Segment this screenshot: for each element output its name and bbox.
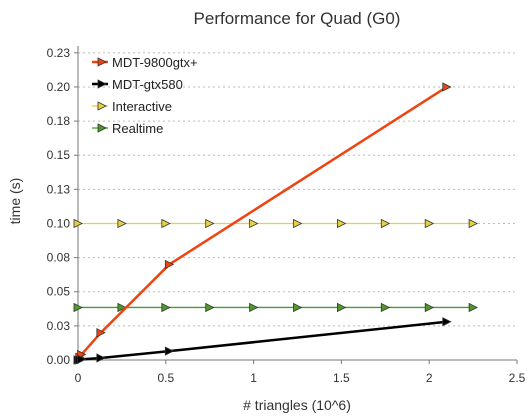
y-tick-label: 0.10: [47, 216, 71, 230]
data-point: [380, 218, 391, 229]
data-point: [164, 259, 175, 270]
y-tick-label: 0.05: [47, 285, 71, 299]
legend-label: MDT-gtx580: [112, 77, 183, 92]
data-point: [205, 302, 215, 313]
series-interactive: [73, 218, 478, 229]
legend-item: MDT-gtx580: [92, 77, 183, 92]
series-line: [78, 320, 447, 362]
data-point: [442, 317, 452, 327]
y-tick-labels: 0.00 0.03 0.05 0.08 0.10 0.13 0.15 0.18 0.20 0.23: [47, 46, 71, 367]
series-mdt-gtx580: [73, 317, 452, 365]
y-tick-label: 0.03: [47, 319, 71, 333]
data-point: [442, 82, 452, 92]
chart-title: Performance for Quad (G0): [194, 9, 401, 28]
y-tick-label: 0.08: [47, 251, 71, 265]
data-point: [73, 302, 83, 313]
y-tick-label: 0.00: [47, 353, 71, 367]
x-tick-labels: 0 0.5 1 1.5 2 2.5: [75, 371, 526, 385]
legend-label: Realtime: [112, 121, 163, 136]
x-tick-label: 0: [75, 371, 82, 385]
x-tick-label: 0.5: [157, 371, 174, 385]
legend-item: Realtime: [92, 121, 163, 136]
legend-marker: [97, 79, 107, 89]
data-point: [164, 346, 175, 356]
data-point: [117, 302, 127, 313]
legend-item: MDT-9800gtx+: [92, 55, 198, 70]
y-tick-label: 0.20: [47, 80, 71, 94]
x-tick-label: 1.5: [333, 371, 350, 385]
y-tick-label: 0.23: [47, 46, 71, 60]
data-point: [161, 302, 171, 313]
data-point: [161, 218, 171, 229]
legend-marker: [97, 123, 107, 133]
data-point: [380, 302, 391, 313]
legend-label: MDT-9800gtx+: [112, 55, 198, 70]
data-point: [77, 354, 87, 364]
series-group: [73, 82, 478, 365]
data-point: [249, 218, 259, 229]
data-point: [336, 302, 347, 313]
data-point: [117, 218, 127, 229]
data-point: [293, 218, 303, 229]
x-tick-label: 2.5: [509, 371, 526, 385]
y-tick-label: 0.13: [47, 182, 71, 196]
data-point: [96, 328, 106, 338]
data-point: [96, 353, 106, 363]
x-axis-title: # triangles (10^6): [243, 397, 351, 413]
data-point: [424, 302, 435, 313]
grid-lines: [78, 52, 517, 327]
data-point: [249, 302, 259, 313]
legend: MDT-9800gtx+ MDT-gtx580 Interactive Realtim…: [92, 55, 198, 136]
legend-item: Interactive: [92, 99, 172, 114]
data-point: [424, 218, 435, 229]
data-point: [468, 218, 478, 229]
x-tick-label: 1: [250, 371, 257, 385]
y-axis-title: time (s): [7, 178, 23, 225]
data-point: [468, 302, 478, 313]
data-point: [336, 218, 347, 229]
legend-marker: [97, 101, 107, 111]
y-tick-label: 0.18: [47, 114, 71, 128]
x-tick-label: 2: [426, 371, 433, 385]
y-tick-label: 0.15: [47, 148, 71, 162]
data-point: [293, 302, 303, 313]
series-realtime: [73, 302, 478, 313]
data-point: [205, 218, 215, 229]
data-point: [73, 218, 83, 229]
axes: [74, 46, 518, 364]
legend-label: Interactive: [112, 99, 172, 114]
legend-marker: [97, 57, 107, 67]
